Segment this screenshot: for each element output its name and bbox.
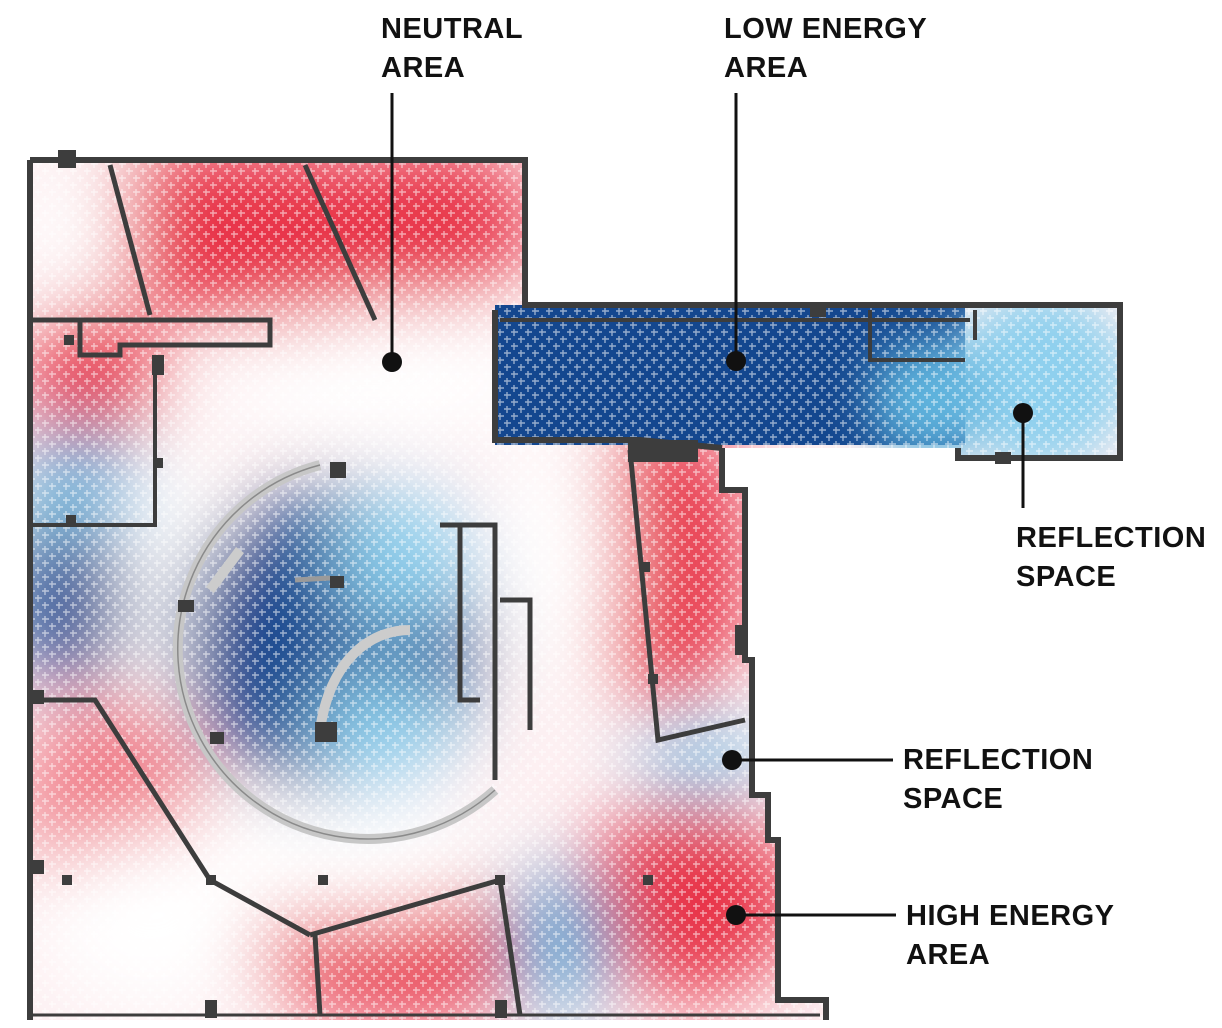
outer-wall: [719, 448, 829, 1020]
central-installation: [172, 460, 499, 844]
columns: [30, 150, 1011, 1018]
reflection-space-2-label-line1: REFLECTION: [903, 744, 1094, 776]
leader-lines: [382, 93, 1033, 925]
low-energy-area-marker: [726, 351, 746, 371]
reflection-space-1-marker: [1013, 403, 1033, 423]
neutral-area-label: NEUTRAL AREA: [381, 10, 523, 88]
interior-wall: [309, 877, 501, 938]
low-energy-area-label: LOW ENERGY AREA: [724, 10, 927, 88]
walls: [27, 157, 1123, 1020]
interior-wall: [627, 449, 746, 744]
interior-wall: [30, 697, 312, 938]
reflection-space-1-label: REFLECTION SPACE: [1016, 519, 1206, 597]
high-energy-area-label-line1: HIGH ENERGY: [906, 900, 1115, 932]
neutral-area-label-line1: NEUTRAL: [381, 13, 524, 45]
interior-wall: [302, 163, 378, 322]
high-energy-area-label: HIGH ENERGY AREA: [906, 897, 1115, 975]
interior-wall: [312, 934, 323, 1016]
outer-wall: [30, 157, 1123, 461]
interior-wall: [107, 164, 153, 316]
high-energy-area-marker: [726, 905, 746, 925]
reflection-space-2-label-line2: SPACE: [903, 783, 1004, 815]
reflection-space-2-label: REFLECTION SPACE: [903, 741, 1093, 819]
interior-wall: [500, 597, 533, 730]
interior-wall: [30, 317, 273, 358]
reflection-space-2-marker: [722, 750, 742, 770]
low-energy-area-label-line2: AREA: [724, 52, 809, 84]
low-energy-area-label-line1: LOW ENERGY: [724, 13, 928, 45]
reflection-space-1-label-line1: REFLECTION: [1016, 522, 1207, 554]
reflection-space-1-label-line2: SPACE: [1016, 561, 1117, 593]
interior-wall: [457, 525, 480, 703]
high-energy-area-label-line2: AREA: [906, 939, 991, 971]
neutral-area-label-line2: AREA: [381, 52, 466, 84]
neutral-area-marker: [382, 352, 402, 372]
interior-wall: [497, 879, 523, 1016]
